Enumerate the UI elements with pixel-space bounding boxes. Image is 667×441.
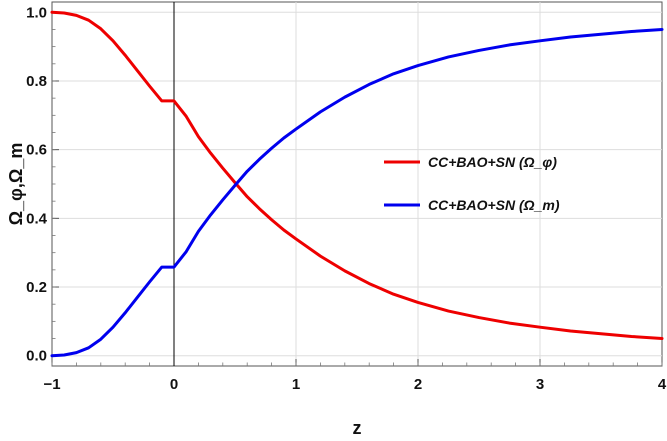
x-tick-label: 0 (170, 376, 178, 393)
y-tick-labels: 0.0 0.2 0.4 0.6 0.8 1.0 (26, 4, 48, 364)
legend-label-omega-m: CC+BAO+SN (Ω_m) (428, 197, 560, 213)
y-tick-label: 0.4 (26, 210, 48, 227)
grid (52, 2, 662, 366)
y-axis-label: Ω_φ,Ω_m (6, 143, 26, 226)
legend-label-omega-phi: CC+BAO+SN (Ω_φ) (428, 154, 557, 170)
legend: CC+BAO+SN (Ω_φ) CC+BAO+SN (Ω_m) (384, 154, 560, 213)
plot-frame (51, 1, 663, 367)
x-tick-label: 3 (536, 376, 544, 393)
series-layer (50, 10, 664, 358)
tick-marks (51, 11, 663, 366)
series-line-omega-phi (50, 10, 664, 341)
x-axis-label: z (353, 418, 362, 438)
series-line-omega-m (50, 27, 664, 358)
y-tick-label: 0.6 (26, 142, 47, 159)
x-tick-label: 4 (658, 376, 667, 393)
x-tick-label: 2 (414, 376, 422, 393)
y-tick-label: 0.2 (26, 279, 47, 296)
x-tick-label: −1 (43, 376, 60, 393)
y-tick-label: 0.0 (26, 348, 47, 365)
x-tick-labels: −1 0 1 2 3 4 (43, 376, 666, 393)
y-tick-label: 1.0 (26, 4, 47, 21)
y-tick-label: 0.8 (26, 73, 47, 90)
x-tick-label: 1 (292, 376, 300, 393)
